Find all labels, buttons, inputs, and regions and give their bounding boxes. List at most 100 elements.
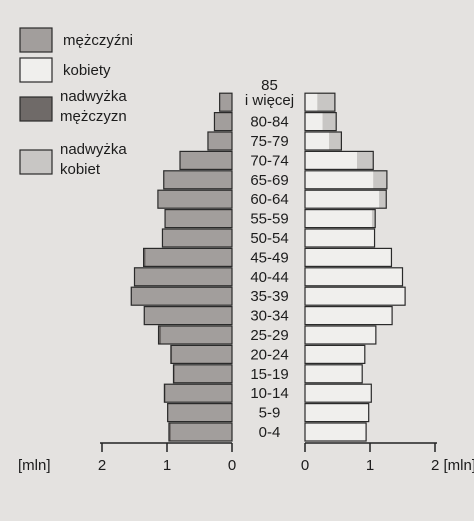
legend-label-3: nadwyżka kobiet <box>60 141 127 178</box>
bar-women-75-79 <box>305 132 330 150</box>
tick-label-left-2: 0 <box>228 457 236 474</box>
bar-men-10-14 <box>165 384 232 403</box>
bar-men-outline-20-24 <box>170 344 233 364</box>
bar-men-0-4 <box>170 423 232 441</box>
bar-women-40-44 <box>305 267 403 286</box>
bar-women-outline-5-9 <box>304 403 370 423</box>
bar-men-50-54 <box>162 229 232 247</box>
bar-men-surplus-10-14 <box>164 384 166 403</box>
bar-women-60-64 <box>305 190 380 209</box>
bar-men-75-79 <box>207 132 232 150</box>
bar-women-85 i więcej <box>305 93 318 112</box>
bar-women-70-74 <box>305 151 357 170</box>
bar-women-surplus-55-59 <box>371 209 376 228</box>
tick-label-right-2: 2 [mln] <box>431 457 474 474</box>
bar-women-35-39 <box>305 287 406 306</box>
bar-women-surplus-60-64 <box>379 190 387 209</box>
age-label-70-74: 70-74 <box>250 152 288 169</box>
bar-women-5-9 <box>305 403 369 422</box>
bar-women-outline-35-39 <box>304 286 406 306</box>
bar-men-outline-0-4 <box>168 422 233 442</box>
bar-men-outline-15-19 <box>172 364 233 384</box>
age-label-75-79: 75-79 <box>250 133 288 150</box>
legend: mężczyźni kobiety nadwyżka mężczyzn nadwyżka… <box>19 27 133 178</box>
bar-women-outline-15-19 <box>304 364 363 384</box>
bar-women-20-24 <box>305 345 365 364</box>
bar-women-outline-50-54 <box>304 228 376 248</box>
legend-swatch-1 <box>19 57 53 83</box>
bar-men-25-29 <box>161 326 232 344</box>
age-label-80-84: 80-84 <box>250 114 288 131</box>
bar-men-outline-80-84 <box>213 111 233 132</box>
bar-women-10-14 <box>305 384 372 403</box>
bar-men-80-84 <box>214 112 232 131</box>
bar-men-surplus-15-19 <box>173 364 175 383</box>
bar-women-25-29 <box>305 326 376 344</box>
tick-label-right-1: 1 <box>366 457 374 474</box>
bar-women-50-54 <box>305 229 375 247</box>
bar-women-surplus-80-84 <box>322 112 337 131</box>
bar-men-outline-55-59 <box>164 209 233 229</box>
age-label-85 i więcej: 85 i więcej <box>245 77 294 109</box>
legend-swatch-0 <box>19 27 53 53</box>
bar-women-outline-25-29 <box>304 325 377 345</box>
bar-men-65-69 <box>163 170 232 189</box>
bar-men-surplus-0-4 <box>168 423 171 441</box>
bar-men-outline-10-14 <box>163 383 233 403</box>
bar-men-85 i więcej <box>219 93 232 112</box>
age-label-30-34: 30-34 <box>250 308 288 325</box>
age-label-25-29: 25-29 <box>250 327 288 344</box>
bar-women-surplus-75-79 <box>329 132 342 150</box>
tick-label-left-1: 1 <box>163 457 171 474</box>
bar-women-outline-75-79 <box>304 131 343 151</box>
age-label-65-69: 65-69 <box>250 172 288 189</box>
bar-men-30-34 <box>144 306 232 325</box>
bar-women-surplus-65-69 <box>373 170 387 189</box>
bar-women-outline-55-59 <box>304 209 376 229</box>
bar-women-outline-60-64 <box>304 189 387 209</box>
tick-label-left-0: 2 <box>98 457 106 474</box>
bar-men-20-24 <box>172 345 232 364</box>
bar-women-outline-85 i więcej <box>304 92 336 112</box>
bar-women-surplus-70-74 <box>357 151 374 170</box>
legend-label-1: kobiety <box>63 62 111 79</box>
bar-women-45-49 <box>305 248 392 267</box>
age-label-0-4: 0-4 <box>259 424 281 441</box>
age-label-55-59: 55-59 <box>250 211 288 228</box>
bar-men-35-39 <box>131 287 232 306</box>
bar-women-outline-20-24 <box>304 344 366 364</box>
bar-men-outline-75-79 <box>207 131 233 151</box>
bar-women-outline-0-4 <box>304 422 367 442</box>
age-label-40-44: 40-44 <box>250 269 288 286</box>
age-label-15-19: 15-19 <box>250 366 288 383</box>
bar-women-outline-80-84 <box>304 111 337 132</box>
bar-men-45-49 <box>145 248 232 267</box>
bar-women-15-19 <box>305 364 363 383</box>
bar-men-outline-35-39 <box>130 286 233 306</box>
bar-women-outline-65-69 <box>304 170 388 190</box>
bar-women-30-34 <box>305 306 393 325</box>
bar-men-60-64 <box>157 190 232 209</box>
bar-men-55-59 <box>165 209 232 228</box>
bar-men-70-74 <box>180 151 232 170</box>
bar-women-outline-40-44 <box>304 267 404 287</box>
age-labels-layer: 0-4 5-9 10-14 15-19 20-24 25-29 30-34 35-39 40-4… <box>245 77 294 441</box>
bar-men-15-19 <box>174 364 232 383</box>
age-label-10-14: 10-14 <box>250 385 288 402</box>
bars-layer <box>130 92 406 442</box>
bar-men-surplus-25-29 <box>158 326 162 344</box>
bar-men-surplus-20-24 <box>170 345 173 364</box>
bar-men-surplus-45-49 <box>143 248 146 267</box>
legend-swatch-2 <box>19 96 53 122</box>
age-label-20-24: 20-24 <box>250 346 288 363</box>
age-label-5-9: 5-9 <box>259 405 281 422</box>
bar-men-40-44 <box>134 267 232 286</box>
bar-men-outline-25-29 <box>157 325 233 345</box>
bar-men-5-9 <box>168 403 232 422</box>
bar-men-outline-65-69 <box>163 170 233 190</box>
bar-men-outline-60-64 <box>157 189 233 209</box>
bar-women-65-69 <box>305 170 374 189</box>
axes-layer <box>100 442 437 452</box>
bar-women-surplus-85 i więcej <box>317 93 335 112</box>
